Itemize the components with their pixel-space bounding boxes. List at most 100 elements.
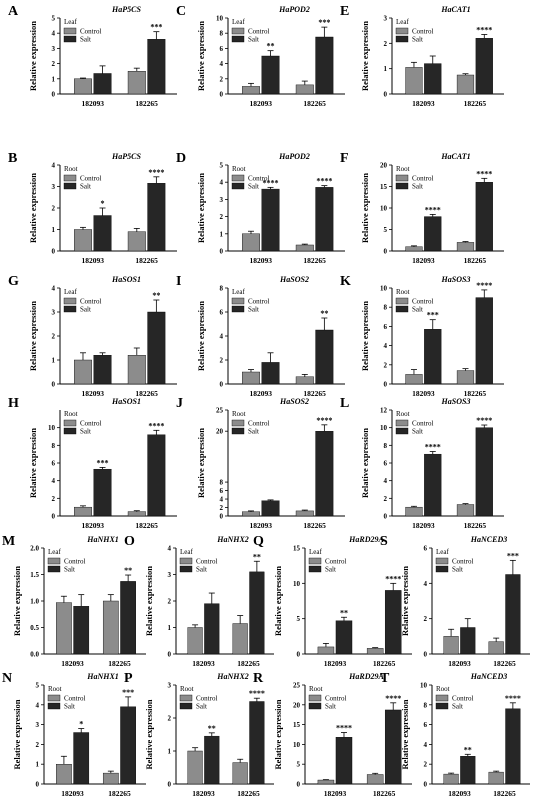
x-tick-label: 182265 (237, 659, 260, 668)
y-tick-label: 8 (220, 285, 224, 293)
bar-salt (93, 73, 112, 95)
legend-label: Salt (412, 428, 423, 436)
x-tick-label: 182265 (373, 659, 396, 668)
panel-letter: T (380, 671, 390, 686)
bar-control (242, 86, 260, 95)
y-axis-label: Relative expression (273, 566, 283, 636)
legend-swatch (63, 27, 77, 35)
panel-title: HaNHX1 (86, 535, 119, 544)
x-tick-label: 182093 (61, 659, 84, 668)
y-tick-label: 0 (424, 781, 428, 789)
x-tick-label: 182093 (250, 99, 273, 108)
significance-mark: ** (124, 566, 132, 575)
x-tick-label: 182093 (82, 256, 105, 265)
y-tick-label: 6 (424, 721, 428, 729)
y-tick-label: 0 (220, 91, 224, 99)
legend-swatch (63, 305, 77, 313)
significance-mark: **** (148, 168, 164, 177)
legend-label: Control (412, 298, 433, 306)
tissue-label: Root (396, 288, 410, 296)
legend-label: Control (248, 298, 269, 306)
legend-label: Salt (412, 183, 423, 191)
y-tick-label: 2 (168, 715, 172, 723)
y-axis-label: Relative expression (360, 301, 370, 371)
y-tick-label: 0 (168, 781, 172, 789)
y-tick-label: 1 (52, 226, 56, 234)
legend-label: Control (64, 558, 85, 566)
bar-salt (315, 187, 334, 252)
y-tick-label: 6 (220, 309, 224, 317)
panel-title: HaP5CS (111, 5, 141, 14)
x-tick-label: 182265 (108, 789, 131, 798)
panel-title: HaSOS2 (279, 275, 309, 284)
x-tick-label: 182265 (303, 521, 326, 530)
bar-control (295, 84, 314, 95)
y-tick-label: 5 (52, 15, 56, 23)
bar-control (295, 510, 314, 517)
panel-letter: C (176, 4, 186, 19)
panel-title: HaP5CS (111, 152, 141, 161)
legend-label: Control (196, 695, 217, 703)
y-axis-label: Relative expression (144, 699, 154, 769)
x-tick-label: 182093 (192, 659, 215, 668)
bar-salt (147, 183, 166, 252)
x-tick-label: 182265 (493, 789, 516, 798)
y-tick-label: 10 (293, 580, 301, 588)
legend-swatch (435, 565, 449, 573)
significance-mark: *** (97, 458, 109, 467)
legend-swatch (63, 427, 77, 435)
bar-salt (73, 732, 90, 785)
x-tick-label: 182093 (324, 789, 347, 798)
bar-control (187, 627, 203, 655)
legend-swatch (179, 557, 193, 565)
bar-control (405, 506, 423, 517)
x-tick-label: 182093 (448, 659, 471, 668)
y-tick-label: 4 (220, 179, 224, 187)
y-tick-label: 4 (52, 477, 56, 485)
y-tick-label: 2 (220, 357, 224, 365)
significance-mark: *** (427, 311, 439, 320)
legend-label: Salt (80, 36, 91, 44)
y-tick-label: 4 (220, 60, 224, 68)
y-tick-label: 3 (220, 196, 224, 204)
y-tick-label: 3 (52, 309, 56, 317)
y-tick-label: 2 (424, 615, 428, 623)
bar-control (488, 641, 504, 655)
legend-swatch (395, 182, 409, 190)
significance-mark: **** (476, 25, 492, 34)
bar-control (405, 246, 423, 252)
bar-control (405, 374, 423, 385)
legend-label: Control (248, 420, 269, 428)
bar-control (366, 774, 384, 785)
y-tick-label: 15 (380, 183, 388, 191)
bar-salt (147, 39, 166, 95)
y-tick-label: 8 (384, 304, 388, 312)
bar-salt (249, 701, 265, 785)
y-tick-label: 0 (52, 513, 56, 521)
bar-salt (120, 581, 136, 655)
bar-salt (475, 181, 493, 252)
y-axis-label: Relative expression (360, 428, 370, 498)
legend-label: Salt (196, 703, 207, 711)
tissue-label: Leaf (436, 548, 449, 556)
bar-salt (335, 620, 353, 655)
y-tick-label: 0 (52, 91, 56, 99)
y-tick-label: 4 (220, 496, 224, 504)
y-tick-label: 4 (220, 333, 224, 341)
y-axis-label: Relative expression (28, 173, 38, 243)
legend-label: Control (80, 298, 101, 306)
y-tick-label: 5 (220, 162, 224, 170)
bar-salt (505, 574, 521, 655)
y-tick-label: 3 (52, 183, 56, 191)
x-tick-label: 182265 (303, 389, 326, 398)
x-tick-label: 182093 (82, 99, 105, 108)
significance-mark: **** (249, 689, 265, 698)
tissue-label: Root (396, 165, 410, 173)
significance-mark: ** (464, 745, 472, 754)
x-tick-label: 182093 (324, 659, 347, 668)
bar-salt (505, 708, 521, 785)
legend-label: Control (248, 28, 269, 36)
bar-control (102, 772, 119, 785)
y-tick-label: 6 (384, 460, 388, 468)
bar-control (232, 762, 248, 785)
